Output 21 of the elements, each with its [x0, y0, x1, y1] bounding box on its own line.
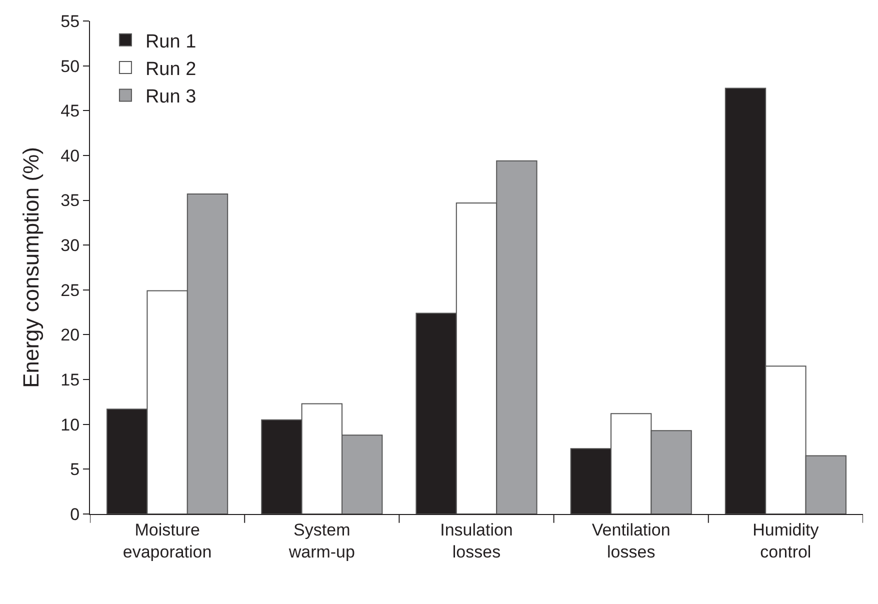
y-axis-title: Energy consumption (%) [18, 147, 44, 388]
y-tick-label: 15 [60, 370, 80, 390]
legend-label: Run 1 [145, 31, 196, 52]
legend-label: Run 3 [145, 86, 196, 108]
x-tick-label: Moisture evaporation [122, 520, 212, 562]
y-tick-label: 0 [70, 504, 80, 524]
y-tick-label: 35 [60, 191, 80, 210]
legend-label: Run 2 [145, 58, 196, 80]
y-tick-label: 30 [60, 236, 80, 256]
x-tick-label: Insulation losses [440, 520, 513, 562]
y-tick-label: 10 [60, 415, 80, 434]
x-tick-label: Ventilation losses [592, 520, 670, 562]
x-tick-label: System warm-up [288, 520, 355, 562]
y-tick-label: 40 [60, 146, 80, 166]
y-tick-label: 50 [60, 56, 80, 76]
y-tick-label: 55 [60, 12, 80, 31]
y-tick-label: 20 [60, 326, 80, 345]
y-tick-label: 5 [70, 460, 80, 480]
x-tick-label: Humidity control [752, 520, 820, 562]
y-tick-label: 25 [60, 280, 80, 300]
y-tick-label: 45 [60, 102, 80, 121]
